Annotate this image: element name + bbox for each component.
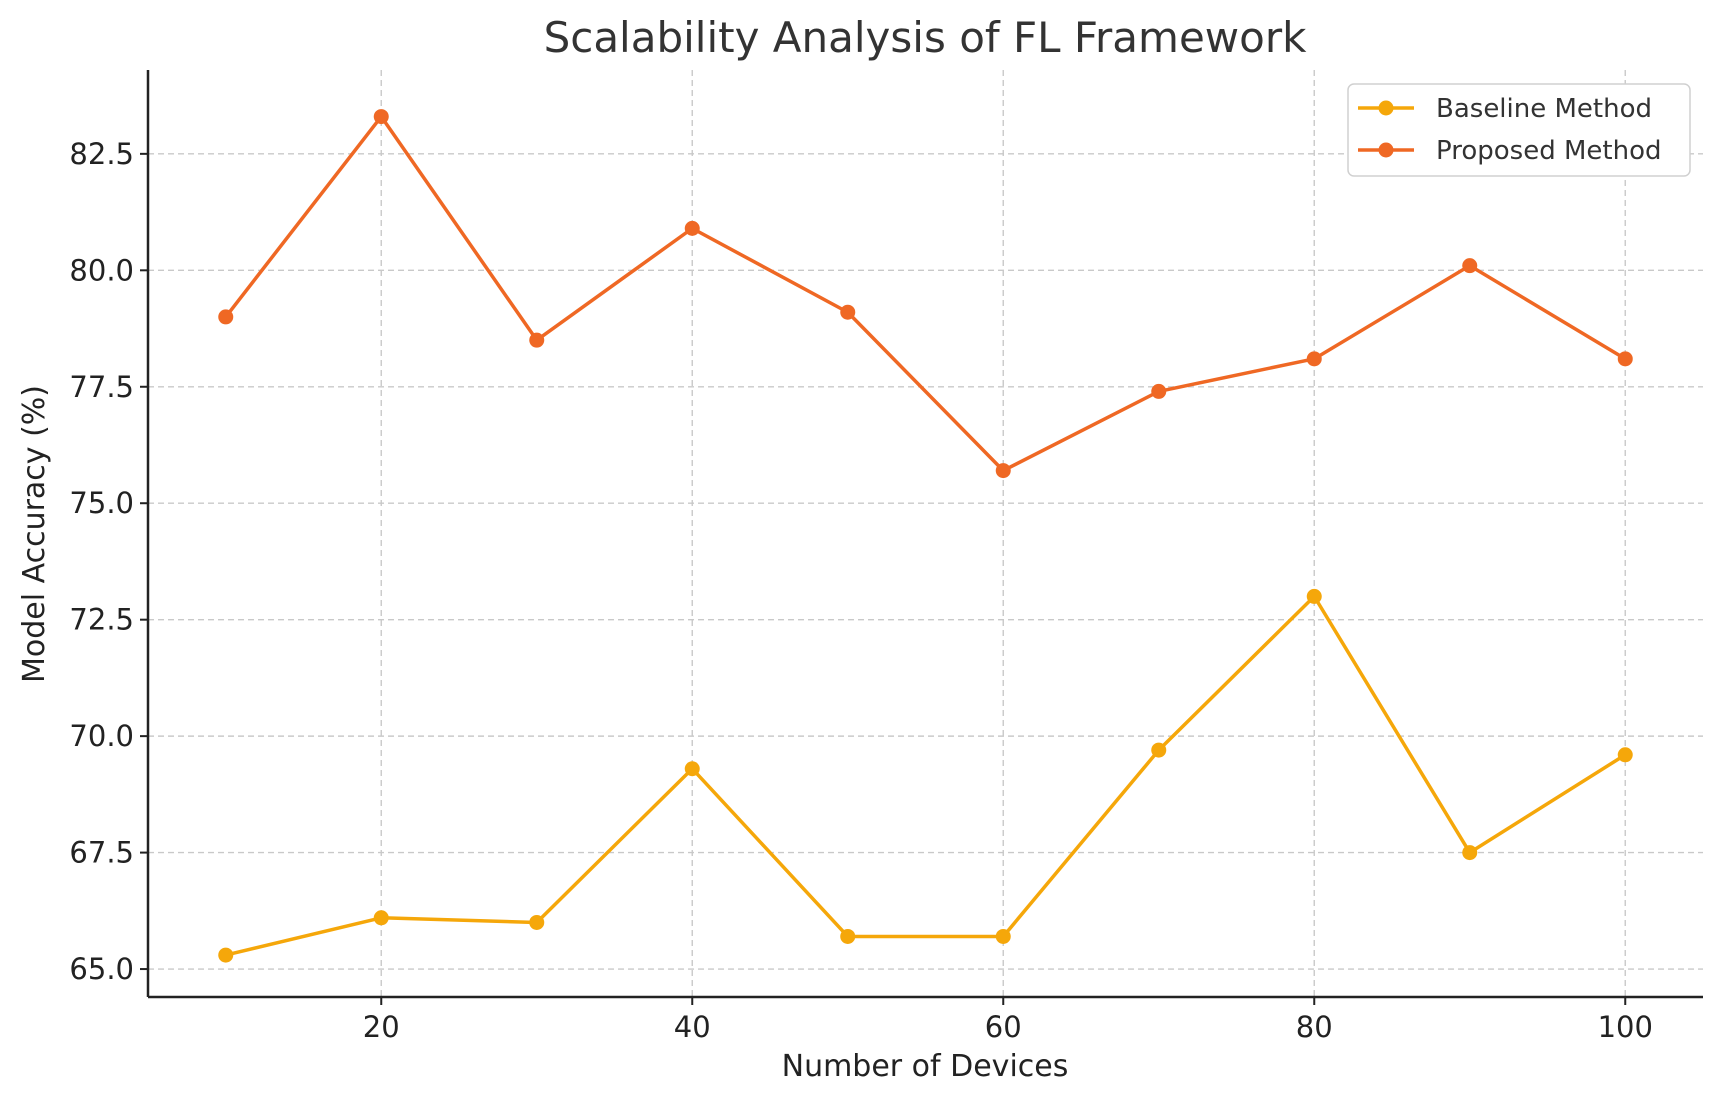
y-tick-label: 65.0 (69, 952, 134, 986)
data-point-proposed (218, 309, 234, 325)
legend-item-proposed: Proposed Method (1358, 136, 1661, 166)
data-point-baseline (218, 947, 234, 963)
data-point-proposed (373, 109, 389, 125)
x-tick-label: 20 (363, 1010, 400, 1044)
y-tick-label: 82.5 (69, 137, 134, 171)
data-point-baseline (1151, 742, 1167, 758)
plot-area (218, 109, 1633, 963)
axes (146, 70, 1703, 999)
data-point-baseline (684, 761, 700, 777)
legend-marker-proposed (1378, 142, 1394, 158)
data-point-proposed (1462, 258, 1478, 274)
legend-label-proposed: Proposed Method (1436, 136, 1661, 166)
series-line-proposed (224, 114, 1627, 473)
data-point-proposed (529, 332, 545, 348)
data-point-baseline (840, 928, 856, 944)
data-point-proposed (1151, 383, 1167, 399)
legend: Baseline Method Proposed Method (1347, 83, 1691, 177)
y-tick-label: 70.0 (69, 719, 134, 753)
y-tick-label: 67.5 (69, 836, 134, 870)
y-tick-label: 75.0 (69, 486, 134, 520)
data-point-baseline (995, 928, 1011, 944)
data-point-proposed (995, 463, 1011, 479)
y-tick-label: 77.5 (69, 370, 134, 404)
y-tick-label: 72.5 (69, 603, 134, 637)
x-tick-label: 60 (985, 1010, 1022, 1044)
data-point-proposed (840, 304, 856, 320)
data-point-proposed (1306, 351, 1322, 367)
data-point-proposed (1617, 351, 1633, 367)
y-axis-ticks: 65.0 67.5 70.0 72.5 75.0 77.5 80.0 82.5 (69, 137, 148, 986)
series-baseline (218, 588, 1633, 963)
legend-marker-baseline (1378, 100, 1394, 116)
data-point-proposed (684, 220, 700, 236)
x-axis-label: Number of Devices (782, 1049, 1069, 1084)
x-tick-label: 40 (674, 1010, 711, 1044)
x-tick-label: 80 (1296, 1010, 1333, 1044)
x-axis-ticks: 20 40 60 80 100 (363, 997, 1653, 1044)
data-point-baseline (1462, 845, 1478, 861)
data-point-baseline (1617, 747, 1633, 763)
legend-box (1347, 83, 1691, 177)
series-proposed (218, 109, 1633, 479)
series-line-baseline (225, 594, 1627, 957)
y-axis-label: Model Accuracy (%) (17, 385, 52, 683)
legend-item-baseline: Baseline Method (1358, 94, 1652, 124)
chart-title: Scalability Analysis of FL Framework (544, 13, 1308, 62)
data-point-baseline (529, 914, 545, 930)
data-point-baseline (373, 910, 389, 926)
y-tick-label: 80.0 (69, 253, 134, 287)
x-tick-label: 100 (1598, 1010, 1653, 1044)
data-point-baseline (1306, 588, 1322, 604)
legend-label-baseline: Baseline Method (1436, 94, 1652, 124)
